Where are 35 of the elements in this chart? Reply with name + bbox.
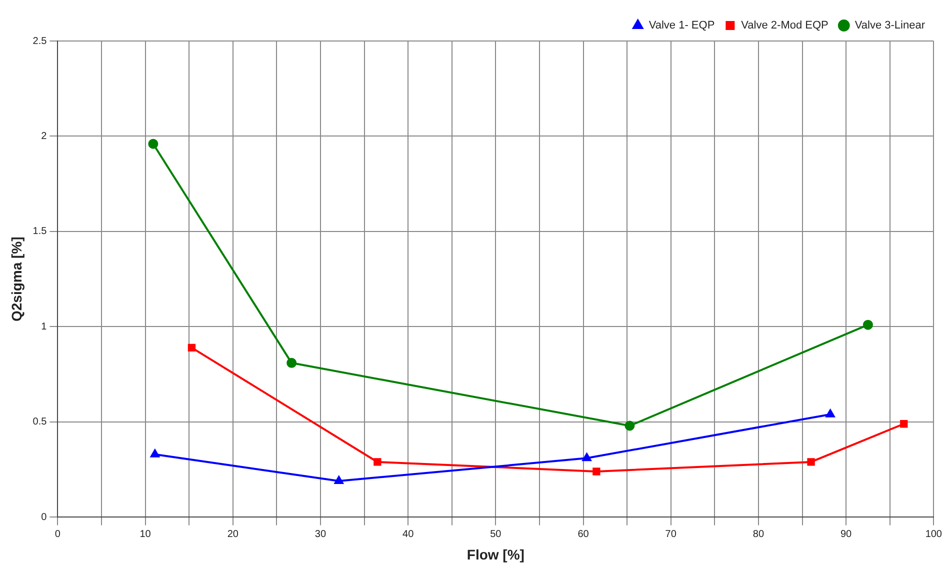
- legend-label: Valve 1- EQP: [648, 20, 715, 32]
- point: [286, 358, 297, 368]
- x-tick-label: 60: [578, 528, 590, 540]
- point: [150, 449, 160, 458]
- x-tick-label: 90: [840, 528, 852, 540]
- x-tick-label: 50: [490, 528, 502, 540]
- y-tick-label: 2: [41, 130, 48, 142]
- point: [148, 138, 158, 149]
- point: [582, 453, 592, 462]
- point: [592, 468, 600, 476]
- x-axis-title: Flow [%]: [466, 546, 524, 562]
- y-axis-title: Q2sigma [%]: [8, 236, 24, 322]
- x-tick-label: 40: [402, 528, 414, 540]
- x-tick-label: 0: [54, 528, 61, 540]
- point: [807, 458, 815, 466]
- x-tick-label: 20: [227, 528, 239, 540]
- x-tick-label: 100: [925, 528, 942, 540]
- x-tick-label: 70: [665, 528, 677, 540]
- point: [862, 320, 873, 330]
- y-tick-label: 0.5: [32, 416, 48, 428]
- point: [624, 420, 635, 431]
- point: [826, 409, 835, 418]
- x-tick-label: 80: [752, 528, 764, 540]
- point: [334, 476, 344, 484]
- point: [900, 420, 908, 428]
- y-tick-label: 2.5: [32, 36, 48, 47]
- point: [188, 344, 196, 352]
- point: [374, 458, 382, 466]
- x-tick-label: 30: [314, 528, 326, 540]
- y-tick-label: 1.5: [32, 226, 48, 238]
- y-tick-label: 0: [41, 512, 48, 523]
- y-tick-label: 1: [41, 321, 48, 332]
- legend-label: Valve 3-Linear: [854, 20, 926, 32]
- x-tick-label: 10: [140, 528, 152, 540]
- legend-label: Valve 2-Mod EQP: [741, 20, 828, 32]
